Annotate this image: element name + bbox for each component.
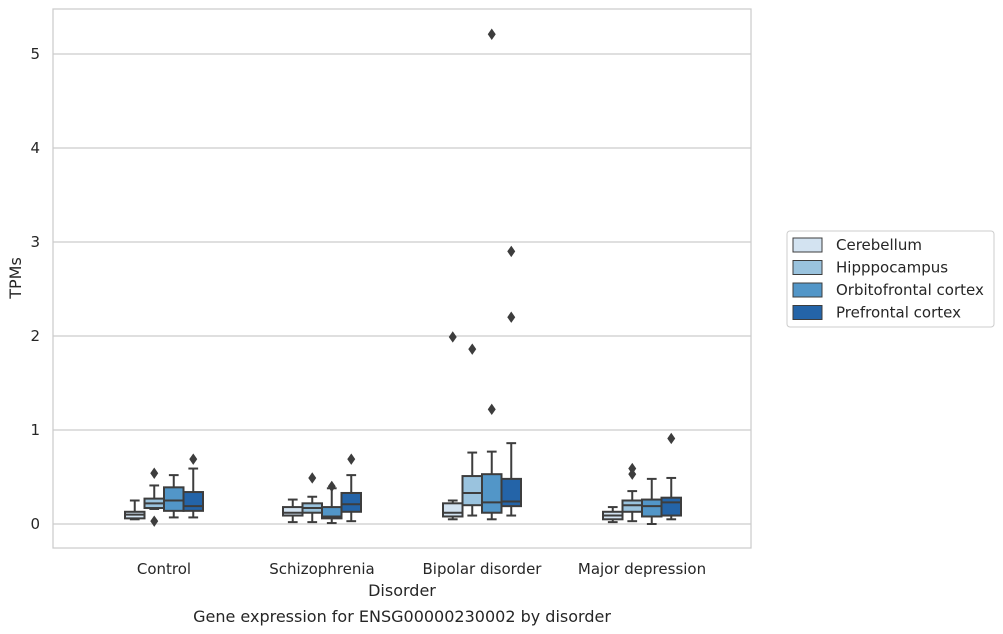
box [500,477,522,508]
outlier-point [487,403,496,416]
outlier-point [150,467,159,479]
outlier-point [667,432,676,445]
outlier-point [468,343,477,355]
box [481,473,503,514]
legend-swatch [792,237,823,253]
legend-swatch [792,305,823,320]
outlier-point [189,453,198,465]
legend-entries: Cerebellum Hipppocampus Orbitofrontal cort… [792,236,984,322]
chart-caption: Gene expression for ENSG00000230002 by d… [193,607,611,626]
series-prefrontal-cortex [182,245,682,523]
x-tick-labels: Control Schizophrenia Bipolar disorder Majo… [137,560,706,578]
x-axis-title: Disorder [368,581,436,600]
y-tick-label: 5 [30,45,40,63]
outlier-point [507,311,516,323]
legend-label: Hipppocampus [836,259,948,277]
legend-label: Prefrontal cortex [836,304,961,322]
plot-frame [52,8,752,549]
grid-lines [53,53,751,525]
legend-swatch [792,260,823,275]
y-tick-label: 4 [30,139,40,157]
outlier-point [347,453,356,465]
y-tick-label: 3 [30,233,40,251]
outlier-point [448,331,457,343]
box [660,496,682,517]
series-orbitofrontal-cortex [163,28,663,525]
x-tick-label: Bipolar disorder [423,560,543,578]
series-hipppocampus [143,343,643,527]
outlier-point [327,480,336,493]
x-tick-label: Control [137,560,191,578]
y-axis-title: TPMs [6,257,25,300]
box [641,498,663,518]
box [461,475,483,507]
legend-swatch [792,282,823,298]
box [442,502,464,518]
legend: Cerebellum Hipppocampus Orbitofrontal cort… [786,230,995,328]
legend-label: Cerebellum [836,236,922,254]
box [282,506,304,517]
x-tick-label: Schizophrenia [269,560,374,578]
outlier-point [507,245,516,258]
outlier-point [150,515,159,527]
outlier-point [628,468,637,480]
y-tick-labels: 0 1 2 3 4 5 [30,45,40,533]
box [182,491,204,512]
outlier-point [487,28,496,40]
box [340,491,362,513]
outlier-point [308,472,317,484]
box-series-group [124,28,682,527]
legend-label: Orbitofrontal cortex [836,281,984,299]
y-tick-label: 0 [30,515,40,533]
box [163,486,185,512]
plot-background [53,9,751,548]
y-tick-label: 1 [30,421,40,439]
legend-frame [786,230,995,328]
x-tick-label: Major depression [578,560,706,578]
y-tick-label: 2 [30,327,40,345]
